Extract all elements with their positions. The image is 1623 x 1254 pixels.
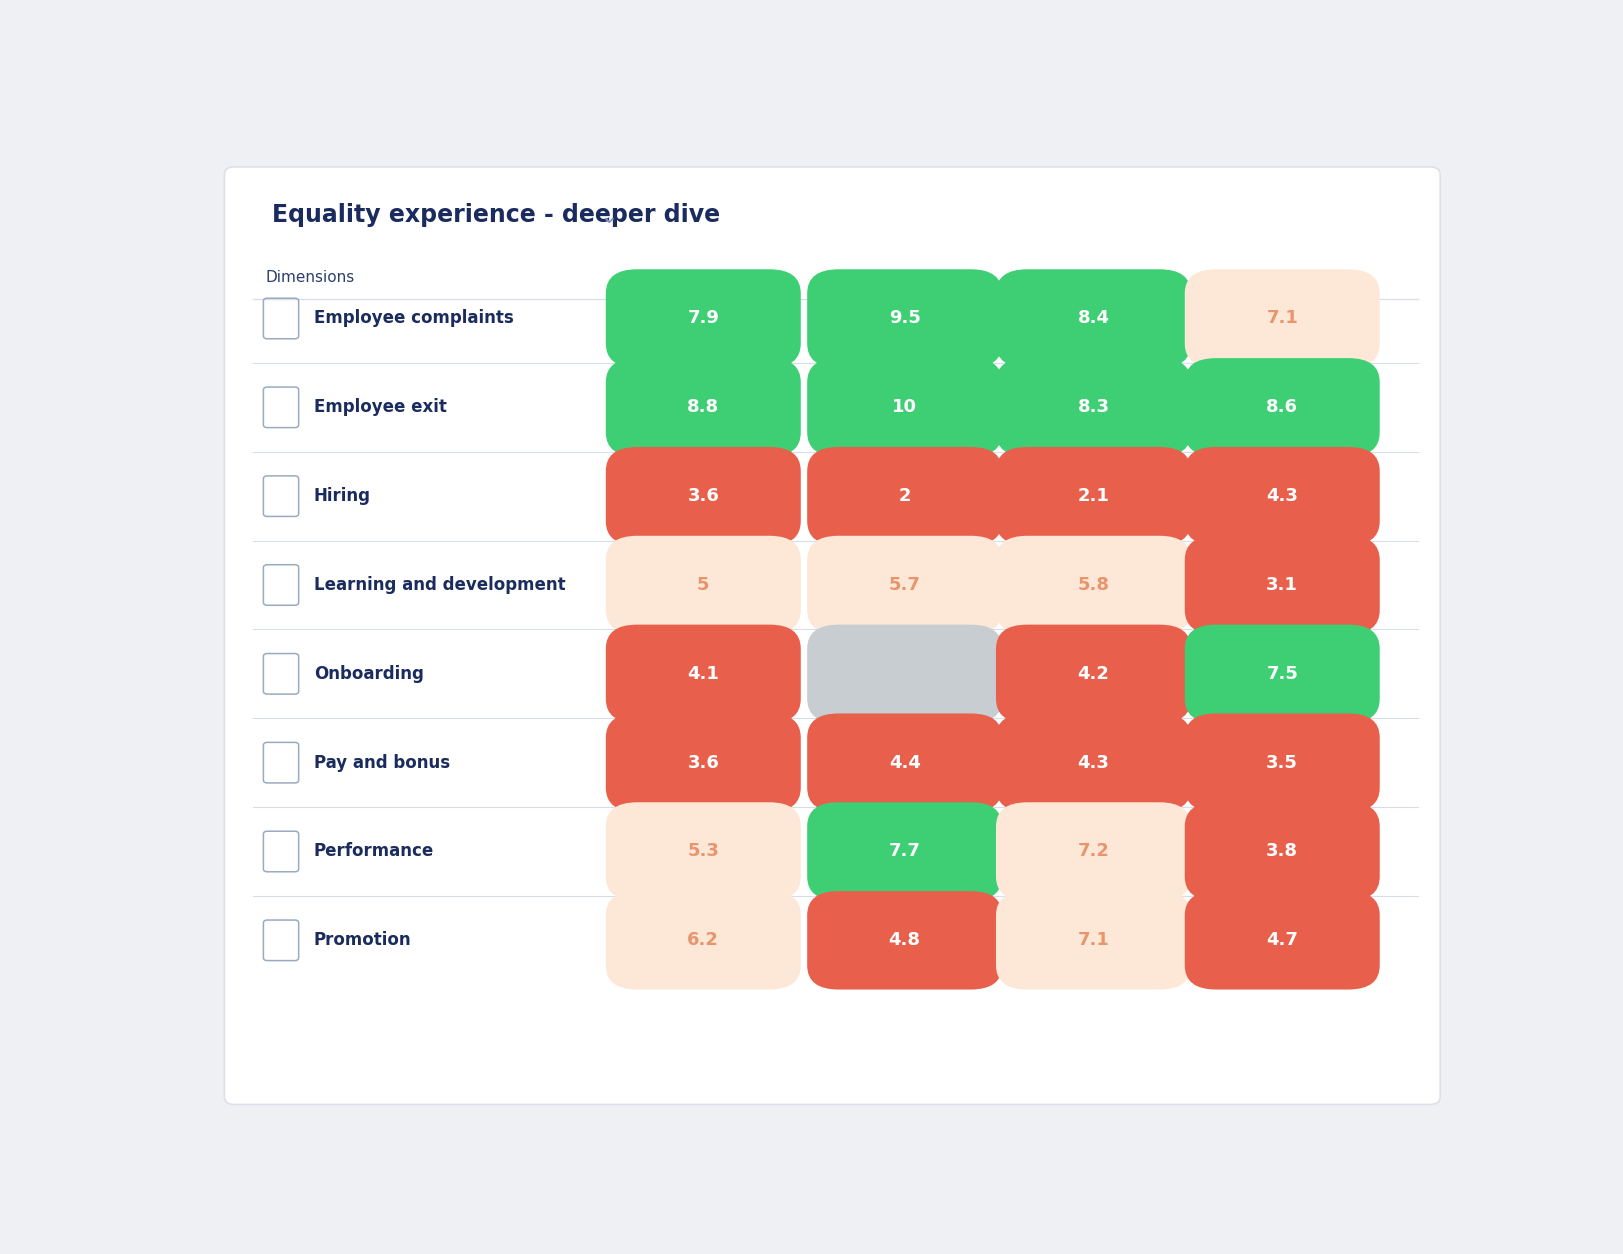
FancyBboxPatch shape: [995, 803, 1190, 900]
Text: 7.7: 7.7: [888, 843, 920, 860]
Text: 3.8: 3.8: [1266, 843, 1297, 860]
FancyBboxPatch shape: [605, 359, 800, 456]
Text: 5.3: 5.3: [687, 843, 719, 860]
FancyBboxPatch shape: [807, 270, 1001, 367]
FancyBboxPatch shape: [807, 359, 1001, 456]
FancyBboxPatch shape: [1185, 892, 1380, 989]
Text: 4.3: 4.3: [1076, 754, 1109, 771]
FancyBboxPatch shape: [995, 714, 1190, 811]
FancyBboxPatch shape: [995, 535, 1190, 635]
Text: 4.4: 4.4: [888, 754, 920, 771]
FancyBboxPatch shape: [995, 359, 1190, 456]
Text: 3.6: 3.6: [687, 754, 719, 771]
FancyBboxPatch shape: [605, 714, 800, 811]
Text: 10: 10: [891, 399, 917, 416]
FancyBboxPatch shape: [807, 892, 1001, 989]
Text: 3.5: 3.5: [1266, 754, 1297, 771]
FancyBboxPatch shape: [1185, 535, 1380, 635]
Text: 7.1: 7.1: [1266, 310, 1297, 327]
Text: 4.8: 4.8: [888, 932, 920, 949]
FancyBboxPatch shape: [605, 270, 800, 367]
FancyBboxPatch shape: [995, 624, 1190, 724]
FancyBboxPatch shape: [1185, 359, 1380, 456]
FancyBboxPatch shape: [807, 446, 1001, 545]
Text: Performance: Performance: [313, 843, 433, 860]
Text: Employee exit: Employee exit: [313, 399, 446, 416]
Text: 7.9: 7.9: [687, 310, 719, 327]
FancyBboxPatch shape: [1185, 714, 1380, 811]
FancyBboxPatch shape: [807, 624, 1001, 724]
Text: 2: 2: [898, 487, 911, 505]
Text: Promotion: Promotion: [313, 932, 411, 949]
Text: ⌄: ⌄: [599, 207, 618, 227]
FancyBboxPatch shape: [224, 167, 1440, 1105]
FancyBboxPatch shape: [807, 535, 1001, 635]
FancyBboxPatch shape: [995, 892, 1190, 989]
FancyBboxPatch shape: [995, 270, 1190, 367]
Text: Learning and development: Learning and development: [313, 576, 565, 594]
Text: 7.2: 7.2: [1076, 843, 1109, 860]
Text: 5.8: 5.8: [1076, 576, 1109, 594]
Text: 7.5: 7.5: [1266, 665, 1297, 683]
Text: 2.1: 2.1: [1076, 487, 1109, 505]
Text: Hiring: Hiring: [313, 487, 370, 505]
FancyBboxPatch shape: [605, 624, 800, 724]
Text: 4.7: 4.7: [1266, 932, 1297, 949]
Text: 8.6: 8.6: [1266, 399, 1297, 416]
Text: 4.2: 4.2: [1076, 665, 1109, 683]
Text: Employee complaints: Employee complaints: [313, 310, 513, 327]
Text: 9.5: 9.5: [888, 310, 920, 327]
Text: 4.1: 4.1: [687, 665, 719, 683]
Text: Pay and bonus: Pay and bonus: [313, 754, 450, 771]
Text: Onboarding: Onboarding: [313, 665, 424, 683]
Text: 5: 5: [696, 576, 709, 594]
Text: Dimensions: Dimensions: [266, 271, 355, 286]
FancyBboxPatch shape: [605, 803, 800, 900]
FancyBboxPatch shape: [807, 803, 1001, 900]
FancyBboxPatch shape: [1185, 624, 1380, 724]
FancyBboxPatch shape: [605, 535, 800, 635]
Text: 8.4: 8.4: [1076, 310, 1109, 327]
FancyBboxPatch shape: [807, 714, 1001, 811]
Text: Company score: Company score: [643, 271, 763, 286]
Text: Development: Development: [1042, 271, 1144, 286]
FancyBboxPatch shape: [605, 446, 800, 545]
FancyBboxPatch shape: [1185, 270, 1380, 367]
Text: Equality experience - deeper dive: Equality experience - deeper dive: [273, 203, 721, 227]
Text: Marketing: Marketing: [867, 271, 943, 286]
FancyBboxPatch shape: [1185, 803, 1380, 900]
FancyBboxPatch shape: [605, 892, 800, 989]
FancyBboxPatch shape: [1185, 446, 1380, 545]
Text: 8.8: 8.8: [687, 399, 719, 416]
Text: 8.3: 8.3: [1076, 399, 1109, 416]
Text: 4.3: 4.3: [1266, 487, 1297, 505]
Text: 6.2: 6.2: [687, 932, 719, 949]
Text: 3.6: 3.6: [687, 487, 719, 505]
Text: 5.7: 5.7: [888, 576, 920, 594]
Text: 7.1: 7.1: [1076, 932, 1109, 949]
FancyBboxPatch shape: [995, 446, 1190, 545]
Text: Operations: Operations: [1240, 271, 1324, 286]
Text: 3.1: 3.1: [1266, 576, 1297, 594]
